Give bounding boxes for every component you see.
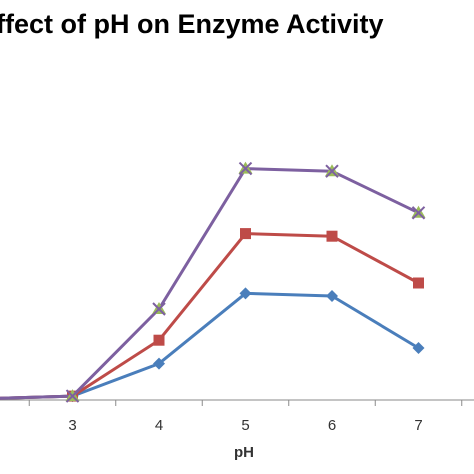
x-axis-ticks [28, 400, 463, 406]
data-point-cross [65, 389, 80, 403]
x-tick-label: 5 [241, 417, 249, 434]
data-point-diamond [239, 287, 252, 300]
x-tick-label: 7 [414, 417, 422, 434]
data-point-square [326, 230, 338, 242]
series-line [0, 291, 420, 400]
series-line [0, 232, 420, 400]
data-point-diamond [153, 357, 165, 370]
series-2 [0, 228, 424, 402]
data-point-square [413, 277, 424, 289]
data-point-diamond [412, 342, 425, 354]
x-tick-label: 4 [155, 417, 163, 434]
series-3 [0, 161, 426, 403]
data-point-cross [411, 206, 426, 220]
data-point-square [153, 334, 165, 346]
data-point-cross [238, 161, 253, 176]
x-tick-label: 6 [328, 417, 336, 434]
series-1 [0, 287, 425, 403]
x-axis-tick-labels: 3 4 5 6 7 [68, 417, 422, 434]
chart-title: ffect of pH on Enzyme Activity [0, 9, 384, 39]
series-layer [0, 161, 426, 403]
data-point-cross [325, 164, 339, 178]
x-tick-label: 3 [68, 417, 76, 434]
data-point-cross [152, 302, 166, 316]
data-point-diamond [326, 290, 338, 302]
data-point-square [240, 228, 251, 240]
series-line [0, 167, 420, 400]
x-axis-label: pH [234, 444, 254, 461]
